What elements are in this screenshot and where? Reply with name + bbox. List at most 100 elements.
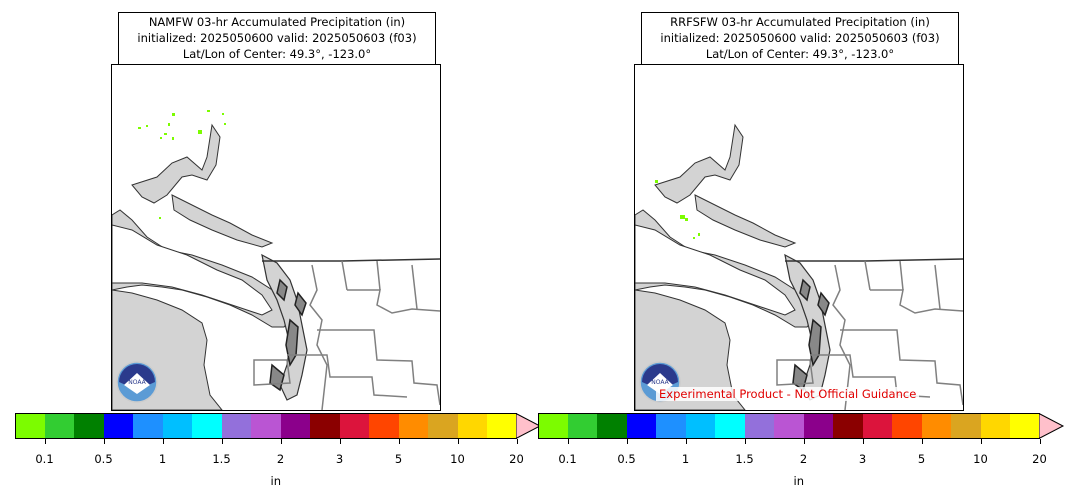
colorbar-tick xyxy=(457,439,459,444)
colorbar-swatch xyxy=(487,413,517,439)
state-border xyxy=(840,329,963,406)
precip-cells xyxy=(138,110,226,219)
experimental-disclaimer: Experimental Product - Not Official Guid… xyxy=(656,387,920,401)
colorbar-swatch xyxy=(951,413,981,439)
colorbar-tick-label: 10 xyxy=(973,452,988,466)
state-border xyxy=(317,329,440,406)
state-border xyxy=(341,260,418,310)
colorbar-tick xyxy=(567,439,569,444)
state-border xyxy=(347,289,440,314)
colorbar-swatch xyxy=(192,413,222,439)
colorbar-tick-label: 2 xyxy=(276,452,285,466)
colorbar-tick xyxy=(921,439,923,444)
colorbar-tick xyxy=(803,439,805,444)
title-model-line: NAMFW 03-hr Accumulated Precipitation (i… xyxy=(148,15,406,29)
colorbar-swatch xyxy=(597,413,627,439)
map-title-box: RRFSFW 03-hr Accumulated Precipitation (… xyxy=(641,12,959,65)
panel-rrfsfw: RRFSFW 03-hr Accumulated Precipitation (… xyxy=(538,0,1076,503)
colorbar-swatch xyxy=(774,413,804,439)
colorbar-swatch xyxy=(162,413,193,439)
colorbar-swatch xyxy=(656,413,686,439)
colorbar-swatch xyxy=(538,413,568,439)
colorbar-tick-label: 0.1 xyxy=(35,452,54,466)
island xyxy=(294,291,307,317)
colorbar-tick-label: 1.5 xyxy=(735,452,754,466)
state-border xyxy=(287,354,408,398)
precip-map xyxy=(111,64,441,411)
colorbar-swatch xyxy=(803,413,834,439)
water-area xyxy=(171,194,274,248)
colorbar-swatch xyxy=(339,413,370,439)
precip-cells xyxy=(655,180,700,239)
colorbar-swatch xyxy=(251,413,281,439)
colorbar-unit-label: in xyxy=(270,474,281,488)
colorbar-tick xyxy=(980,439,982,444)
colorbar-tick-label: 0.1 xyxy=(558,452,577,466)
colorbar-swatch xyxy=(1010,413,1040,439)
state-border xyxy=(870,289,963,314)
title-center-line: Lat/Lon of Center: 49.3°, -123.0° xyxy=(182,47,372,61)
title-model-line: RRFSFW 03-hr Accumulated Precipitation (… xyxy=(670,15,930,29)
title-valid-line: initialized: 2025050600 valid: 202505060… xyxy=(137,31,417,45)
water-area xyxy=(261,253,308,401)
colorbar-swatch xyxy=(221,413,252,439)
colorbar-tick-label: 5 xyxy=(917,452,926,466)
colorbar-tick-label: 2 xyxy=(799,452,808,466)
svg-text:NOAA: NOAA xyxy=(128,379,146,386)
colorbar-swatch xyxy=(280,413,311,439)
colorbar-swatch xyxy=(310,413,340,439)
colorbar-tick-label: 3 xyxy=(858,452,867,466)
colorbar-tick xyxy=(626,439,628,444)
colorbar-swatch xyxy=(369,413,399,439)
colorbar-unit-label: in xyxy=(793,474,804,488)
noaa-logo-icon: NOAA xyxy=(116,361,158,403)
colorbar-tick-label: 0.5 xyxy=(94,452,113,466)
island xyxy=(285,318,299,368)
map-title-box: NAMFW 03-hr Accumulated Precipitation (i… xyxy=(118,12,436,65)
colorbar-tick-label: 0.5 xyxy=(617,452,636,466)
colorbar-tick-label: 3 xyxy=(335,452,344,466)
colorbar-tick-label: 1 xyxy=(681,452,690,466)
island xyxy=(276,278,288,302)
colorbar-swatch xyxy=(428,413,458,439)
colorbar-tick xyxy=(398,439,400,444)
state-border xyxy=(832,264,851,410)
island xyxy=(799,278,811,302)
colorbar-tick xyxy=(44,439,46,444)
state-border xyxy=(864,260,941,310)
colorbar-tick xyxy=(744,439,746,444)
colorbar-tick xyxy=(280,439,282,444)
land-area xyxy=(635,224,796,316)
colorbar xyxy=(15,413,541,439)
panel-namfw: NAMFW 03-hr Accumulated Precipitation (i… xyxy=(15,12,541,488)
colorbar-swatch xyxy=(74,413,104,439)
colorbar-tick-label: 5 xyxy=(394,452,403,466)
colorbar-tick xyxy=(103,439,105,444)
svg-text:NOAA: NOAA xyxy=(651,379,669,386)
state-border xyxy=(309,264,328,410)
colorbar-swatch xyxy=(103,413,134,439)
colorbar-tick xyxy=(1039,439,1041,444)
colorbar-tick-label: 1 xyxy=(158,452,167,466)
state-border xyxy=(253,359,291,386)
colorbar-swatch xyxy=(980,413,1011,439)
colorbar-swatch xyxy=(892,413,922,439)
colorbar-swatch xyxy=(715,413,745,439)
colorbar-swatch xyxy=(833,413,863,439)
colorbar-tick-label: 10 xyxy=(450,452,465,466)
colorbar-swatch xyxy=(862,413,893,439)
colorbar-tick-label: 1.5 xyxy=(212,452,231,466)
international-border xyxy=(785,258,963,262)
water-area xyxy=(131,123,221,204)
colorbar-swatch xyxy=(921,413,952,439)
colorbar-frame xyxy=(538,413,1040,439)
colorbar-tick xyxy=(221,439,223,444)
colorbar-swatch xyxy=(744,413,775,439)
colorbar-swatch xyxy=(44,413,75,439)
colorbar-swatch xyxy=(15,413,45,439)
water-area xyxy=(784,253,831,401)
water-area xyxy=(694,194,797,248)
colorbar xyxy=(538,413,1064,439)
precip-map xyxy=(634,64,964,411)
island xyxy=(817,291,830,317)
